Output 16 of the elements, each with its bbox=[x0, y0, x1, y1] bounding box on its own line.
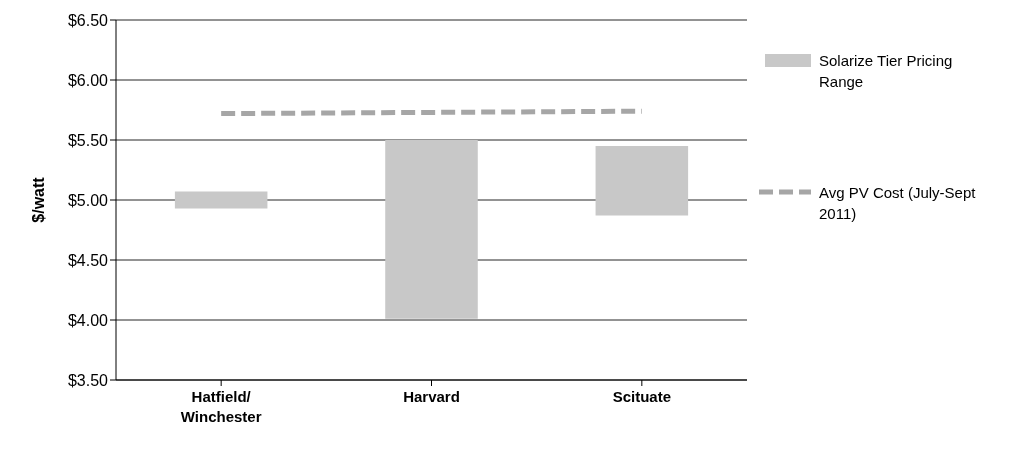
x-tick-label: Scituate bbox=[612, 388, 672, 405]
bar bbox=[385, 140, 478, 319]
legend-label: Avg PV Cost (July-Sept 2011) bbox=[819, 183, 977, 224]
x-tick-label: Harvard bbox=[403, 388, 460, 405]
y-tick-label: $4.00 bbox=[67, 311, 109, 329]
legend-label: Solarize Tier Pricing Range bbox=[819, 51, 954, 92]
y-tick-label: $4.50 bbox=[67, 251, 109, 269]
x-tick-label: Hatfield/ Winchester bbox=[180, 388, 262, 425]
y-tick-label: $3.50 bbox=[67, 371, 109, 389]
bar bbox=[174, 191, 268, 209]
y-tick-label: $5.50 bbox=[67, 131, 109, 149]
y-axis-title: $/watt bbox=[29, 176, 47, 223]
y-tick-label: $5.00 bbox=[67, 191, 109, 209]
y-tick-label: $6.50 bbox=[67, 11, 109, 29]
bar bbox=[595, 146, 689, 216]
y-tick-label: $6.00 bbox=[67, 71, 109, 89]
